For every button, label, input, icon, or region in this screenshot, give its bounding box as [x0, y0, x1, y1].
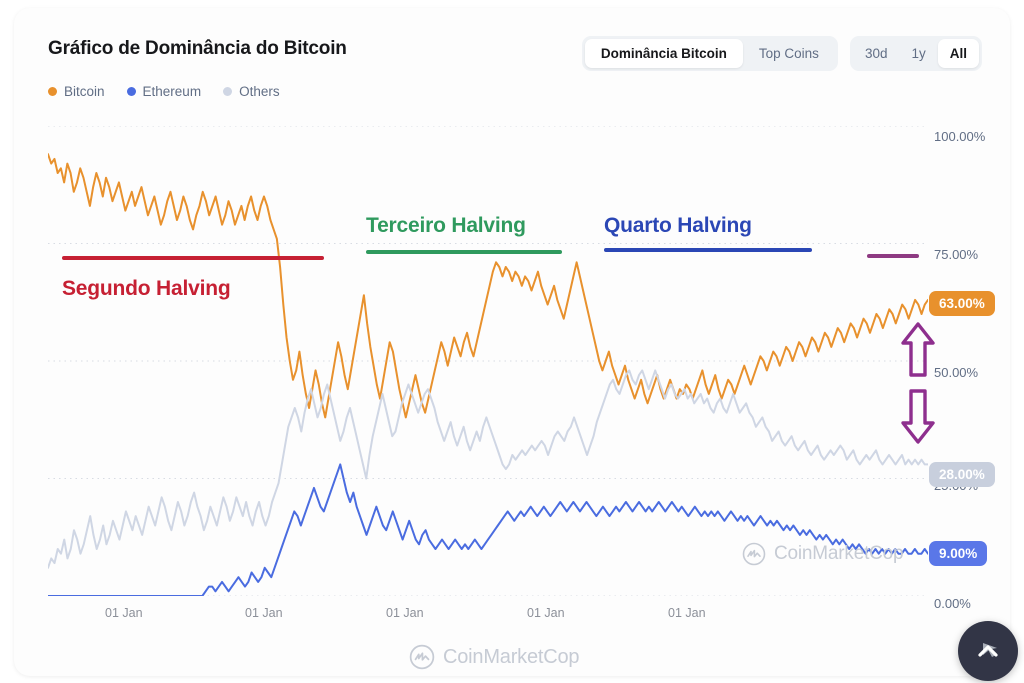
status-badge-bitcoin: 63.00%: [929, 291, 995, 316]
tab-top-coins[interactable]: Top Coins: [743, 39, 835, 68]
legend-label: Ethereum: [142, 84, 202, 99]
annotation-quarto-halving: Quarto Halving: [604, 214, 812, 252]
x-axis-tick: 01 Jan: [245, 606, 283, 620]
x-axis-tick: 01 Jan: [527, 606, 565, 620]
annotation-label: Quarto Halving: [604, 214, 752, 237]
chart-card: Gráfico de Dominância do Bitcoin Bitcoin…: [14, 8, 1010, 676]
legend-item-others[interactable]: Others: [223, 84, 280, 99]
purple-level-marker: [867, 254, 919, 258]
annotation-terceiro-halving: Terceiro Halving: [366, 214, 562, 254]
down-arrow-icon: [901, 389, 935, 444]
series-line-others: [48, 370, 928, 567]
range-1y[interactable]: 1y: [899, 39, 937, 68]
annotation-bar: [604, 248, 812, 252]
x-axis-tick: 01 Jan: [668, 606, 706, 620]
watermark-text: CoinMarketCop: [443, 645, 580, 668]
legend-dot-icon: [48, 87, 57, 96]
y-axis-tick: 0.00%: [934, 596, 971, 611]
legend-item-bitcoin[interactable]: Bitcoin: [48, 84, 105, 99]
watermark-footer: CoinMarketCop: [409, 644, 580, 670]
chart-gridlines: [48, 126, 928, 596]
tab-dominancia-bitcoin[interactable]: Dominância Bitcoin: [584, 39, 743, 68]
y-axis-tick: 75.00%: [934, 247, 979, 262]
series-line-bitcoin: [48, 154, 928, 417]
chart-plot-area[interactable]: [48, 126, 928, 596]
scroll-to-top-icon: [978, 643, 998, 657]
chart-series: [48, 154, 928, 596]
range-all[interactable]: All: [937, 39, 979, 68]
chart-controls: Dominância Bitcoin Top Coins 30d 1y All: [581, 36, 982, 71]
legend-label: Bitcoin: [64, 84, 105, 99]
range-toggle-group: 30d 1y All: [849, 36, 982, 71]
view-toggle-group: Dominância Bitcoin Top Coins: [581, 36, 838, 71]
coinmarketcap-logo-icon: [409, 644, 435, 670]
x-axis-tick: 01 Jan: [386, 606, 424, 620]
x-axis-tick: 01 Jan: [105, 606, 143, 620]
annotation-label: Segundo Halving: [62, 277, 231, 300]
range-30d[interactable]: 30d: [853, 39, 900, 68]
legend-label: Others: [239, 84, 280, 99]
chart-legend: Bitcoin Ethereum Others: [48, 84, 280, 99]
page-title: Gráfico de Dominância do Bitcoin: [48, 38, 347, 59]
scroll-to-top-button[interactable]: [958, 621, 1018, 681]
legend-dot-icon: [223, 87, 233, 96]
annotation-label: Terceiro Halving: [366, 214, 526, 237]
status-badge-others: 28.00%: [929, 462, 995, 487]
series-line-ethereum: [48, 464, 928, 596]
y-axis-tick: 100.00%: [934, 129, 986, 144]
annotation-bar: [366, 250, 562, 254]
status-badge-ethereum: 9.00%: [929, 541, 988, 566]
annotation-segundo-halving: Segundo Halving: [62, 256, 324, 301]
chart-svg: [48, 126, 928, 596]
y-axis-tick: 50.00%: [934, 365, 979, 380]
annotation-bar: [62, 256, 324, 260]
legend-item-ethereum[interactable]: Ethereum: [126, 84, 202, 99]
up-arrow-icon: [901, 322, 935, 377]
legend-dot-icon: [126, 87, 136, 96]
